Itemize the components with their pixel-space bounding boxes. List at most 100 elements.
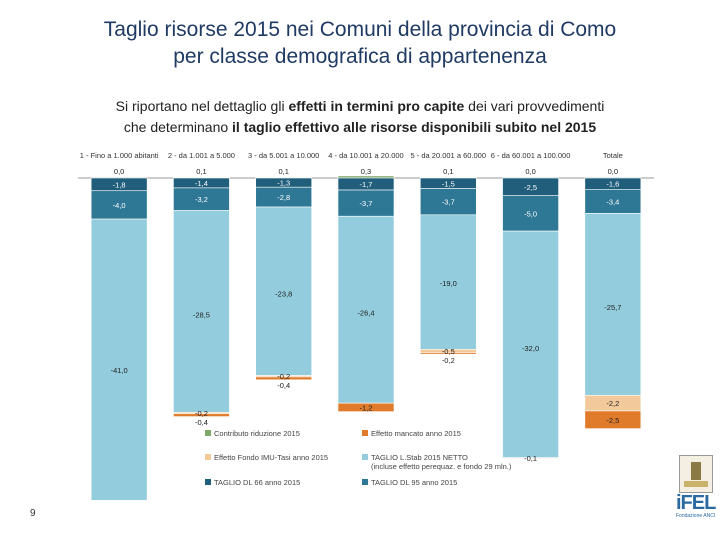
data-label: -0,2 bbox=[442, 356, 455, 365]
data-label: -28,5 bbox=[193, 311, 210, 320]
bar-segment bbox=[255, 206, 313, 376]
emblem-logo bbox=[679, 455, 713, 493]
data-label: -1,2 bbox=[360, 403, 373, 412]
legend-label-line: TAGLIO DL 95 anno 2015 bbox=[371, 478, 457, 487]
data-label: -26,4 bbox=[357, 308, 374, 317]
data-label: -1,4 bbox=[195, 179, 208, 188]
subtitle-emphasis: il taglio effettivo alle risorse disponi… bbox=[232, 119, 597, 135]
bar-segment bbox=[337, 175, 395, 179]
legend-label: Contributo riduzione 2015 bbox=[214, 429, 300, 438]
stacked-bar-chart: 1 - Fino a 1.000 abitanti 0,0 -1,8 -4,0 -41,… bbox=[78, 151, 654, 500]
legend-label: Effetto Fondo IMU-Tasi anno 2015 bbox=[214, 453, 328, 462]
category-label: 5 - da 20.001 a 60.000 bbox=[411, 151, 486, 160]
legend-label: TAGLIO DL 66 anno 2015 bbox=[214, 478, 300, 487]
legend-swatch bbox=[205, 454, 211, 460]
legend-label-line: TAGLIO L.Stab 2015 NETTO bbox=[371, 453, 468, 462]
legend-label-line: (incluse effetto perequaz. e fondo 29 ml… bbox=[371, 462, 512, 471]
data-label: -23,8 bbox=[275, 289, 292, 298]
emblem-tower bbox=[691, 462, 701, 480]
data-label: -3,4 bbox=[606, 197, 619, 206]
data-label: -0,2 bbox=[277, 372, 290, 381]
data-label: 0,1 bbox=[443, 167, 453, 176]
data-label: -1,6 bbox=[606, 180, 619, 189]
bar-segment bbox=[337, 215, 395, 404]
data-label: -1,3 bbox=[277, 179, 290, 188]
data-label: -5,0 bbox=[524, 209, 537, 218]
legend-label-line: Contributo riduzione 2015 bbox=[214, 429, 300, 438]
data-label: 0,1 bbox=[278, 167, 288, 176]
page-title: Taglio risorse 2015 nei Comuni della pro… bbox=[0, 16, 720, 70]
category-label: 6 - da 60.001 a 100.000 bbox=[491, 151, 571, 160]
ifel-logo: iFEL Fondazione ANCI bbox=[676, 492, 716, 519]
subtitle-line-2: che determinano il taglio effettivo alle… bbox=[40, 117, 680, 138]
legend-label: Effetto mancato anno 2015 bbox=[371, 429, 461, 438]
ifel-logo-tagline: Fondazione ANCI bbox=[676, 513, 716, 519]
bar-segment bbox=[419, 352, 477, 355]
bar-segment bbox=[502, 195, 559, 232]
data-label: -2,8 bbox=[277, 193, 290, 202]
page-number: 9 bbox=[30, 508, 36, 519]
data-label: -0,2 bbox=[195, 409, 208, 418]
bar-segment bbox=[173, 413, 230, 417]
bar-segment bbox=[419, 188, 477, 216]
subtitle-text: che determinano bbox=[123, 119, 233, 135]
subtitle-text: dei vari provvedimenti bbox=[464, 98, 605, 114]
subtitle-emphasis: effetti in termini pro capite bbox=[288, 98, 465, 114]
bar-segment bbox=[419, 214, 477, 350]
legend-label: TAGLIO L.Stab 2015 NETTO (incluse effetto… bbox=[371, 453, 512, 471]
data-label: 0,1 bbox=[196, 167, 206, 176]
data-label: -0,5 bbox=[442, 347, 455, 356]
data-label: -0,4 bbox=[277, 381, 290, 390]
subtitle-line-1: Si riportano nel dettaglio gli effetti i… bbox=[40, 96, 680, 117]
data-label: -3,7 bbox=[360, 199, 373, 208]
page-subtitle: Si riportano nel dettaglio gli effetti i… bbox=[40, 96, 680, 138]
category-label: 1 - Fino a 1.000 abitanti bbox=[80, 151, 159, 160]
data-label: -3,2 bbox=[195, 195, 208, 204]
data-label: 0,3 bbox=[361, 167, 371, 176]
legend-swatch bbox=[362, 454, 368, 460]
bar-segment bbox=[90, 218, 148, 500]
title-line-1: Taglio risorse 2015 nei Comuni della pro… bbox=[103, 18, 617, 41]
category-label: 3 - da 5.001 a 10.000 bbox=[248, 151, 319, 160]
category-label: 4 - da 10.001 a 20.000 bbox=[328, 151, 403, 160]
legend-label-line: Effetto Fondo IMU-Tasi anno 2015 bbox=[214, 453, 328, 462]
category-label: Totale bbox=[603, 151, 623, 160]
data-label: -19,0 bbox=[440, 279, 457, 288]
legend-label-line: TAGLIO DL 66 anno 2015 bbox=[214, 478, 300, 487]
legend-swatch bbox=[205, 479, 211, 485]
data-label: -1,8 bbox=[113, 180, 126, 189]
title-line-2: per classe demografica di appartenenza bbox=[173, 45, 547, 68]
bar-segment bbox=[584, 213, 642, 396]
legend-swatch bbox=[362, 479, 368, 485]
data-label: -0,1 bbox=[524, 454, 537, 463]
legend-label-line: Effetto mancato anno 2015 bbox=[371, 429, 461, 438]
data-label: -3,7 bbox=[442, 198, 455, 207]
bar-segment bbox=[90, 190, 148, 220]
legend-label: TAGLIO DL 95 anno 2015 bbox=[371, 478, 457, 487]
data-label: -4,0 bbox=[113, 201, 126, 210]
data-label: -32,0 bbox=[522, 344, 539, 353]
subtitle-text: Si riportano nel dettaglio gli bbox=[115, 98, 289, 114]
bar-segment bbox=[502, 457, 559, 459]
data-label: -25,7 bbox=[604, 303, 621, 312]
data-label: -41,0 bbox=[111, 366, 128, 375]
bar-segment bbox=[337, 189, 395, 217]
legend-swatch bbox=[362, 430, 368, 436]
data-label: -2,5 bbox=[524, 183, 537, 192]
data-label: 0,0 bbox=[608, 167, 618, 176]
bar-segment bbox=[337, 402, 395, 412]
data-label: 0,0 bbox=[525, 167, 535, 176]
bar-segment bbox=[502, 230, 559, 458]
data-label: 0,0 bbox=[114, 167, 124, 176]
bar-segment bbox=[584, 410, 642, 429]
category-label: 2 - da 1.001 a 5.000 bbox=[168, 151, 235, 160]
emblem-band bbox=[684, 481, 708, 487]
data-label: -2,2 bbox=[606, 399, 619, 408]
legend-swatch bbox=[205, 430, 211, 436]
data-label: -0,4 bbox=[195, 418, 208, 427]
ifel-logo-word: iFEL bbox=[676, 492, 716, 514]
bar-segment bbox=[173, 210, 230, 413]
data-label: -2,5 bbox=[606, 416, 619, 425]
data-label: -1,7 bbox=[360, 180, 373, 189]
bar-segment bbox=[255, 376, 313, 381]
